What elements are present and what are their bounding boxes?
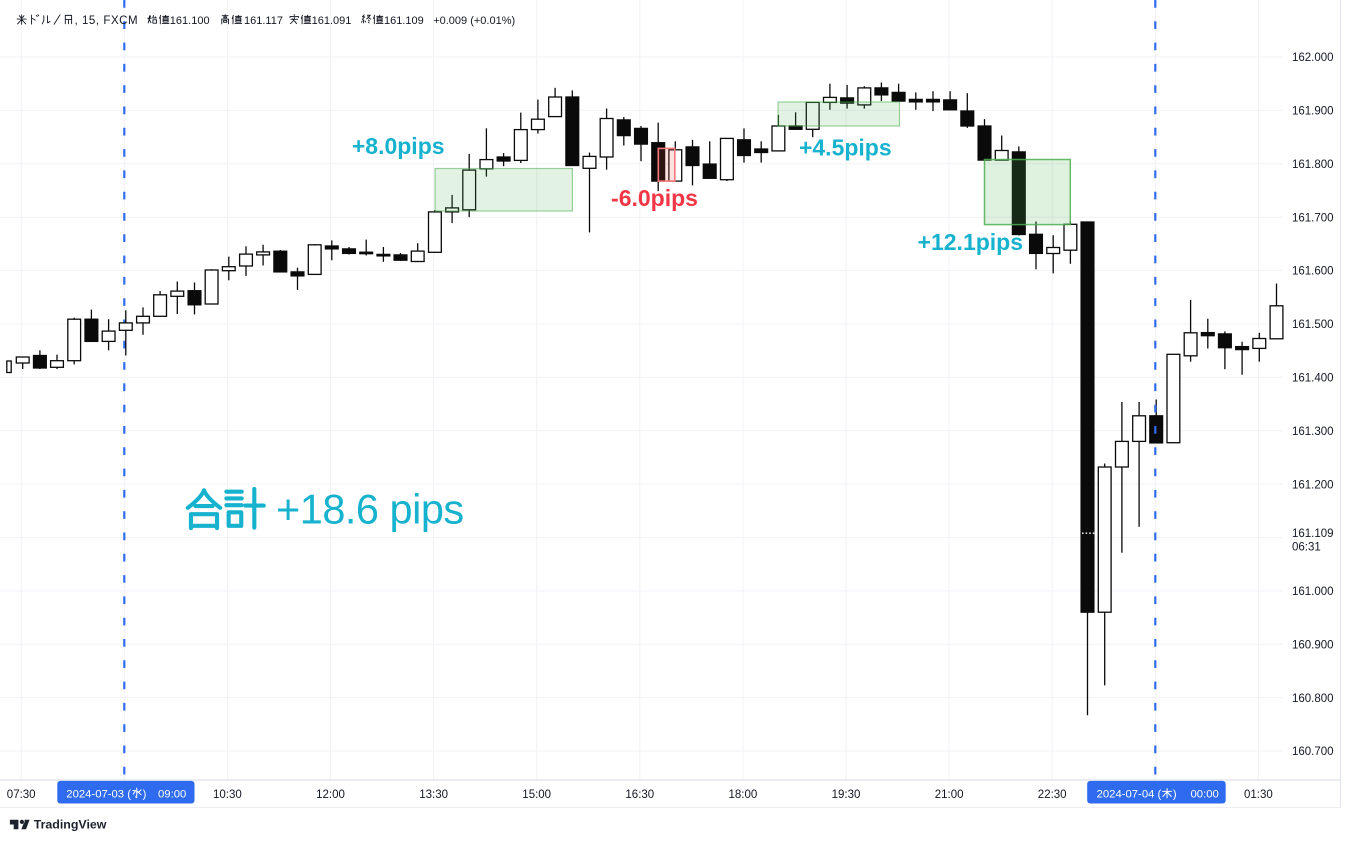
svg-text:15:00: 15:00 — [522, 789, 551, 801]
svg-text:160.700: 160.700 — [1292, 746, 1334, 758]
svg-text:+12.1pips: +12.1pips — [918, 229, 1023, 255]
svg-text:-6.0pips: -6.0pips — [611, 185, 698, 211]
svg-text:161.109: 161.109 — [1292, 528, 1334, 540]
svg-text:161.300: 161.300 — [1292, 426, 1334, 438]
svg-text:16:30: 16:30 — [625, 789, 654, 801]
svg-text:160.800: 160.800 — [1292, 693, 1334, 705]
svg-text:12:00: 12:00 — [316, 789, 345, 801]
svg-text:+4.5pips: +4.5pips — [799, 135, 892, 161]
svg-text:TradingView: TradingView — [34, 818, 107, 832]
svg-text:19:30: 19:30 — [832, 789, 861, 801]
svg-text:+18.6 pips: +18.6 pips — [276, 486, 464, 533]
svg-text:161.100: 161.100 — [170, 15, 210, 27]
svg-text:): ) — [1173, 789, 1177, 801]
svg-text:161.400: 161.400 — [1292, 373, 1334, 385]
svg-text:09:00: 09:00 — [158, 789, 186, 801]
svg-text:21:00: 21:00 — [935, 789, 964, 801]
svg-text:01:30: 01:30 — [1244, 789, 1273, 801]
svg-text:18:00: 18:00 — [729, 789, 758, 801]
svg-text:00:00: 00:00 — [1191, 789, 1219, 801]
svg-text:161.700: 161.700 — [1292, 212, 1334, 224]
svg-text:22:30: 22:30 — [1038, 789, 1067, 801]
svg-text:162.000: 162.000 — [1292, 52, 1334, 64]
svg-text:+0.009 (+0.01%): +0.009 (+0.01%) — [433, 15, 515, 27]
svg-text:, 15, FXCM: , 15, FXCM — [75, 15, 139, 27]
svg-text:161.000: 161.000 — [1292, 586, 1334, 598]
svg-text:161.800: 161.800 — [1292, 159, 1334, 171]
svg-text:160.900: 160.900 — [1292, 639, 1334, 651]
svg-text:161.600: 161.600 — [1292, 266, 1334, 278]
svg-text:2024-07-03 (: 2024-07-03 ( — [66, 789, 131, 801]
svg-text:+8.0pips: +8.0pips — [352, 133, 445, 159]
svg-text:): ) — [143, 789, 147, 801]
svg-text:161.117: 161.117 — [244, 15, 283, 27]
svg-text:2024-07-04 (: 2024-07-04 ( — [1097, 789, 1162, 801]
svg-text:07:30: 07:30 — [7, 789, 36, 801]
svg-text:161.900: 161.900 — [1292, 106, 1334, 118]
svg-text:06:31: 06:31 — [1292, 542, 1321, 554]
svg-text:10:30: 10:30 — [213, 789, 242, 801]
svg-text:161.091: 161.091 — [312, 15, 352, 27]
svg-text:161.109: 161.109 — [384, 15, 424, 27]
svg-text:161.500: 161.500 — [1292, 319, 1334, 331]
svg-text:13:30: 13:30 — [419, 789, 448, 801]
svg-text:161.200: 161.200 — [1292, 479, 1334, 491]
